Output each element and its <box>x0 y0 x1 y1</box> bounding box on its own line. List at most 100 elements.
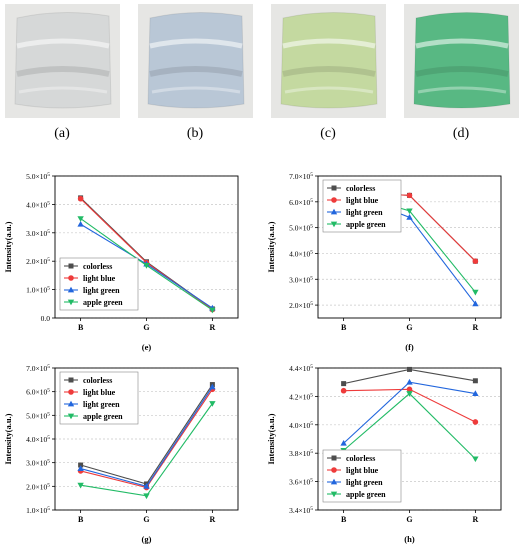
data-point <box>472 258 479 264</box>
legend-entry: apple green <box>83 412 123 421</box>
y-tick-label: 2.0×105 <box>26 482 50 491</box>
film-sheet <box>413 11 511 109</box>
legend-entry: light blue <box>83 388 116 397</box>
data-point <box>209 401 216 407</box>
y-tick-label: 2.0×105 <box>289 301 313 310</box>
x-tick-label: B <box>341 515 347 524</box>
x-tick-label: G <box>143 515 149 524</box>
legend-entry: apple green <box>83 298 123 307</box>
data-point <box>143 483 150 489</box>
x-tick-label: R <box>472 515 478 524</box>
data-point <box>406 214 413 220</box>
series-light-green <box>77 383 216 489</box>
legend-entry: light blue <box>83 274 116 283</box>
series-line <box>343 392 476 460</box>
data-point <box>209 307 216 314</box>
panel-label: (e) <box>142 342 152 352</box>
panel-label: (g) <box>142 534 152 544</box>
data-point <box>340 387 347 394</box>
x-tick-label: B <box>341 323 347 332</box>
sample-photo-colorless <box>5 4 120 118</box>
film-sheet <box>147 11 245 109</box>
legend-entry: colorless <box>83 376 112 385</box>
series-colorless <box>341 366 478 387</box>
data-point <box>472 390 479 396</box>
y-tick-label: 3.6×105 <box>289 478 313 487</box>
x-tick-label: R <box>209 323 215 332</box>
y-tick-label: 7.0×105 <box>26 364 50 373</box>
panel-label: (f) <box>405 342 414 352</box>
data-point <box>143 263 150 269</box>
x-tick-label: G <box>406 323 412 332</box>
legend-entry: light blue <box>346 196 379 205</box>
photo-label-b: (b) <box>186 126 204 141</box>
x-tick-label: G <box>143 323 149 332</box>
x-tick-label: R <box>209 515 215 524</box>
data-point <box>406 386 413 393</box>
chart-panel-h: 3.4×105 3.6×105 3.8×105 4.0×105 4.2×105 4.4×1… <box>263 358 526 550</box>
data-point <box>472 300 479 307</box>
y-axis-label: Intensity(a.u.) <box>3 413 13 464</box>
y-tick-label: 2.0×105 <box>26 257 50 266</box>
legend: colorless light blue light green apple gree… <box>322 179 402 233</box>
legend: colorless light blue light green apple gree… <box>59 371 139 425</box>
legend-entry: light green <box>83 400 120 409</box>
data-point <box>406 192 413 199</box>
legend-entry: apple green <box>346 220 386 229</box>
y-tick-label: 6.0×105 <box>26 388 50 397</box>
legend-entry: colorless <box>83 262 112 271</box>
data-point <box>472 419 479 425</box>
photo-label-d: (d) <box>452 126 470 141</box>
data-point <box>341 381 347 387</box>
series-light-blue <box>340 386 479 425</box>
y-axis-label: Intensity(a.u.) <box>3 221 13 272</box>
data-point <box>77 216 84 222</box>
sample-photo-light-green <box>271 4 386 118</box>
legend: colorless light blue light green apple gree… <box>322 449 402 503</box>
data-point <box>406 208 413 215</box>
data-point <box>472 289 479 296</box>
panel-label: (h) <box>404 534 415 544</box>
legend-entry: light green <box>83 286 120 295</box>
sample-photo-apple-green <box>404 4 519 118</box>
data-point <box>77 465 84 471</box>
legend-entry: light blue <box>346 466 379 475</box>
x-tick-label: B <box>78 515 84 524</box>
chart-panel-e: 0.0 1.0×105 2.0×105 3.0×105 4.0×105 5.0×105 B G… <box>0 166 263 358</box>
data-point <box>472 378 478 384</box>
film-sheet <box>14 11 112 109</box>
legend-entry: apple green <box>346 490 386 499</box>
data-point <box>77 482 84 489</box>
legend-entry: light green <box>346 208 383 217</box>
y-tick-label: 3.0×105 <box>26 229 50 238</box>
y-tick-label: 4.0×105 <box>289 249 313 258</box>
data-point <box>340 439 347 446</box>
y-tick-label: 4.4×105 <box>289 364 313 373</box>
data-point <box>77 195 84 202</box>
photo-label-a: (a) <box>54 126 70 141</box>
legend-entry: light green <box>346 478 383 487</box>
y-axis-label: Intensity(a.u.) <box>266 413 276 464</box>
series-apple-green <box>77 216 216 314</box>
series-apple-green <box>77 401 216 500</box>
data-point <box>472 456 479 463</box>
x-tick-label: B <box>78 323 84 332</box>
y-tick-label: 1.0×105 <box>26 506 50 515</box>
y-tick-label: 3.0×105 <box>289 275 313 284</box>
data-point <box>407 366 412 372</box>
legend-entry: colorless <box>346 184 375 193</box>
data-point <box>406 391 413 397</box>
data-point <box>77 220 84 227</box>
series-light-green <box>340 378 479 446</box>
data-point <box>78 462 84 468</box>
y-tick-label: 5.0×105 <box>289 224 313 233</box>
chart-panel-g: 1.0×105 2.0×105 3.0×105 4.0×105 5.0×105 6.0×1… <box>0 358 263 550</box>
y-tick-label: 0.0 <box>41 314 51 323</box>
sample-photo-light-blue <box>138 4 253 118</box>
y-tick-label: 5.0×105 <box>26 411 50 420</box>
y-tick-label: 3.4×105 <box>289 506 313 515</box>
legend: colorless light blue light green apple gree… <box>59 257 139 311</box>
data-point <box>209 383 216 390</box>
y-tick-label: 6.0×105 <box>289 198 313 207</box>
y-tick-label: 5.0×105 <box>26 172 50 181</box>
